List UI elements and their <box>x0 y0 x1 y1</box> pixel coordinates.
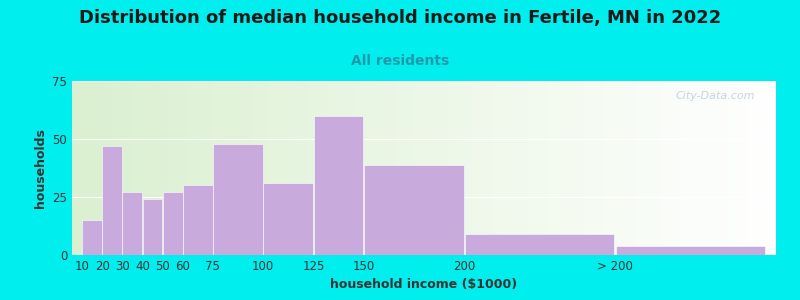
Bar <box>162 192 182 255</box>
Bar <box>102 146 122 255</box>
Bar <box>82 220 102 255</box>
Y-axis label: households: households <box>34 128 46 208</box>
Bar <box>465 234 614 255</box>
Bar <box>142 199 162 255</box>
Text: All residents: All residents <box>351 54 449 68</box>
Bar <box>616 246 765 255</box>
Bar <box>213 144 263 255</box>
Text: City-Data.com: City-Data.com <box>675 92 755 101</box>
Text: Distribution of median household income in Fertile, MN in 2022: Distribution of median household income … <box>79 9 721 27</box>
Bar <box>364 164 464 255</box>
Bar <box>263 183 313 255</box>
Bar <box>182 185 213 255</box>
Bar <box>314 116 363 255</box>
Bar <box>122 192 142 255</box>
X-axis label: household income ($1000): household income ($1000) <box>330 278 518 291</box>
